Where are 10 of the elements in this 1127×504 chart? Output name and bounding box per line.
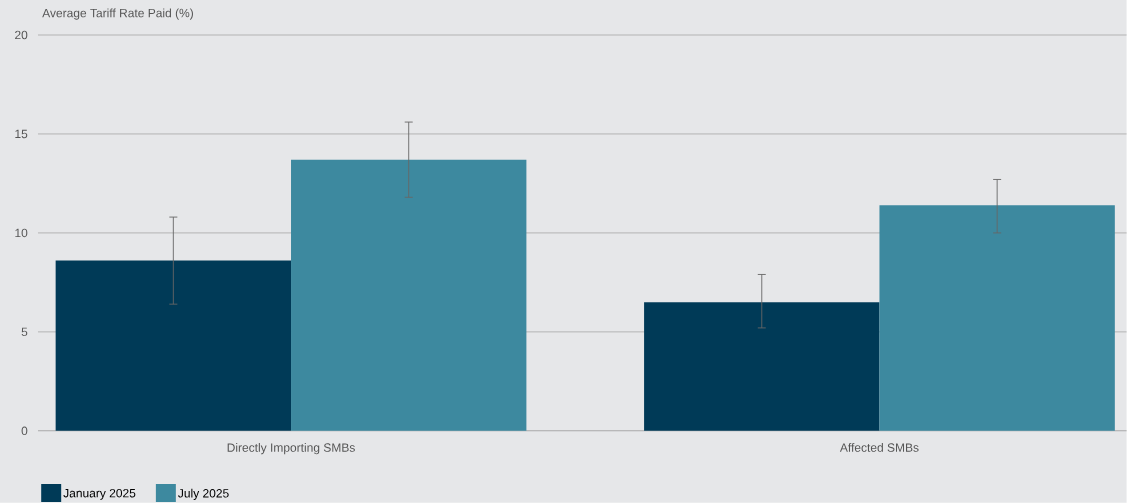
- legend-label: January 2025: [63, 488, 136, 500]
- y-tick-label: 15: [15, 129, 28, 139]
- y-tick-label: 10: [15, 228, 28, 238]
- legend-label: July 2025: [178, 488, 229, 500]
- x-tick-label: Affected SMBs: [839, 443, 919, 452]
- y-tick-label: 20: [15, 30, 28, 40]
- x-tick-label: Directly Importing SMBs: [227, 443, 355, 455]
- y-tick-label: 0: [21, 426, 28, 436]
- y-tick-label: 5: [21, 327, 28, 337]
- y-axis-title: Average Tariff Rate Paid (%): [42, 8, 193, 20]
